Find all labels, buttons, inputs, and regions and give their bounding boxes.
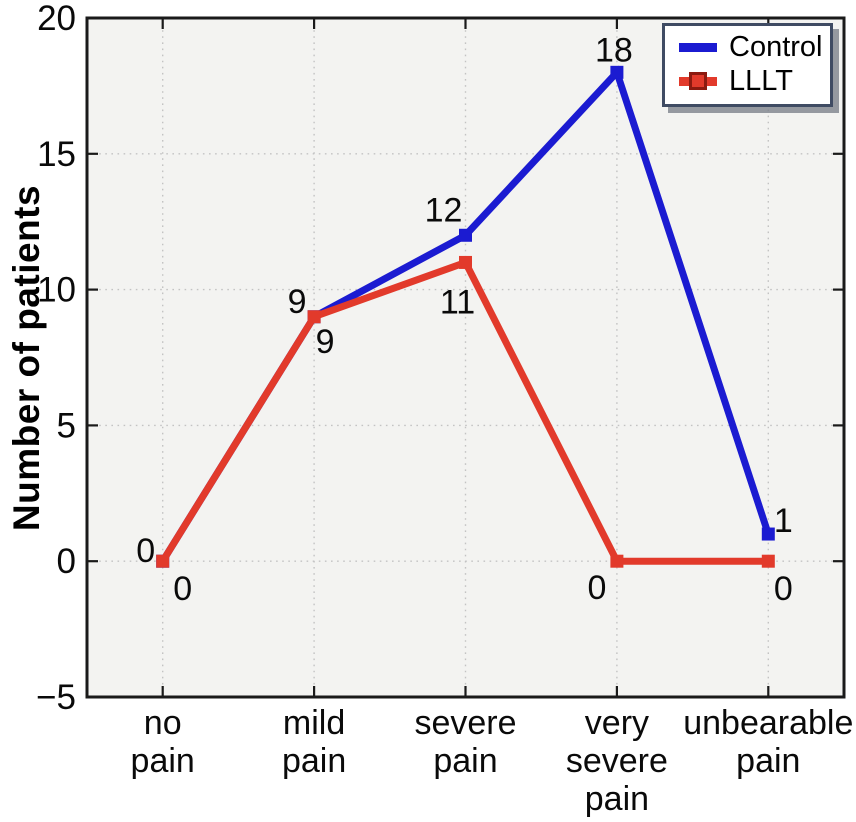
x-category-label: unbearable [683, 704, 853, 742]
x-category-label: pain [282, 742, 346, 780]
legend: Control LLLT [662, 23, 833, 107]
x-category-label: pain [585, 780, 649, 818]
legend-item-control: Control [679, 30, 823, 63]
axis-box [85, 16, 846, 699]
control-marker-icon [459, 228, 472, 242]
x-category-label: very [585, 704, 649, 742]
legend-item-lllt: LLLT [679, 64, 822, 97]
lllt-square-marker-icon [689, 72, 707, 90]
y-tick-label: 15 [37, 135, 76, 174]
data-point-label: 9 [316, 323, 335, 361]
x-category-label: no [144, 704, 182, 742]
data-point-label: 9 [288, 283, 307, 321]
y-tick-label: −5 [36, 678, 76, 717]
x-category-label: severe [414, 704, 516, 742]
x-category-label: pain [736, 742, 800, 780]
x-category-label: severe [566, 742, 668, 780]
lllt-line-swatch-icon [679, 72, 717, 90]
x-category-label: pain [433, 742, 497, 780]
lllt-marker-icon [156, 554, 170, 568]
x-category-label: pain [131, 742, 195, 780]
data-point-label: 0 [136, 532, 155, 570]
control-marker-icon [761, 527, 775, 541]
legend-label-lllt: LLLT [729, 64, 793, 97]
control-line-swatch-icon [679, 42, 717, 52]
data-point-label: 0 [173, 570, 192, 608]
legend-label-control: Control [729, 30, 823, 63]
y-tick-label: 10 [37, 271, 76, 310]
lllt-marker-icon [761, 554, 775, 568]
x-category-label: mild [283, 704, 345, 742]
y-axis-title: Number of patients [6, 184, 47, 532]
y-tick-label: 5 [57, 406, 76, 445]
data-point-label: 0 [587, 569, 606, 607]
data-point-label: 11 [440, 283, 475, 321]
y-tick-label: 20 [37, 0, 76, 38]
data-point-label: 12 [425, 191, 463, 229]
data-point-label: 18 [595, 31, 633, 69]
lllt-marker-icon [459, 255, 472, 269]
y-tick-label: 0 [57, 542, 76, 581]
lllt-marker-icon [610, 554, 624, 568]
control-marker-icon [610, 65, 624, 79]
data-point-label: 0 [774, 570, 793, 608]
plot-area [87, 18, 844, 697]
data-point-label: 1 [774, 502, 793, 540]
lllt-marker-icon [307, 310, 321, 324]
